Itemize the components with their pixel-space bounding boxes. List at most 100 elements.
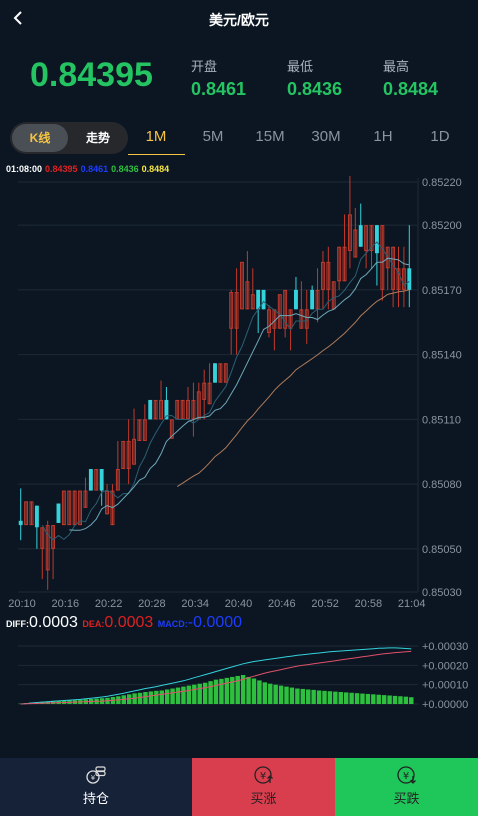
candle-body [159, 399, 163, 420]
candle-body [164, 399, 169, 420]
back-button[interactable] [8, 6, 30, 30]
candle [337, 246, 342, 290]
x-tick-label: 20:28 [138, 598, 166, 610]
tab-15m[interactable]: 15M [255, 128, 285, 145]
macd-bar [403, 696, 409, 704]
candle-body [240, 261, 244, 310]
candle [213, 363, 217, 383]
candle-body [99, 469, 104, 491]
candle [110, 484, 115, 526]
macd-chart: +0.00030 +0.00020 +0.00010 +0.00000 [18, 641, 468, 711]
macd-bar [213, 679, 219, 704]
macd-y-tick-label: +0.00010 [422, 680, 468, 692]
tab-30m[interactable]: 30M [311, 128, 341, 145]
candle-body [310, 289, 315, 310]
tab-trend[interactable]: 走势 [85, 131, 110, 145]
candle-body [277, 294, 282, 329]
y-tick-label: 0.85080 [422, 479, 462, 491]
tab-1m[interactable]: 1M [145, 128, 167, 145]
ma10-line [69, 257, 410, 531]
candle-body [347, 214, 352, 252]
x-tick-label: 20:10 [8, 598, 36, 610]
candle-body [169, 419, 174, 439]
macd-bar [235, 675, 240, 704]
ohlc-legend: 01:08:00 0.84395 0.8461 0.8436 0.8484 [6, 164, 172, 174]
macd-y-tick-label: +0.00030 [422, 641, 468, 653]
candle-body [245, 281, 250, 310]
candle [245, 251, 250, 310]
candle-body [18, 520, 23, 526]
candle-body [202, 382, 207, 400]
macd-bar [316, 690, 322, 704]
candle-body [229, 292, 234, 329]
tab-1h[interactable]: 1H [373, 128, 393, 145]
macd-bar [143, 692, 148, 704]
candle [277, 294, 282, 329]
candle [51, 525, 56, 580]
candle-body [137, 419, 142, 441]
x-tick-label: 20:34 [181, 598, 209, 610]
macd-bar [398, 696, 403, 704]
macd-dea-label: DEA: [82, 619, 105, 629]
chevron-left-icon [13, 11, 22, 25]
candle [229, 289, 234, 355]
candle-body [105, 490, 110, 515]
candle [267, 305, 271, 338]
macd-y-tick-label: +0.00000 [422, 699, 468, 711]
macd-bar [268, 683, 273, 704]
macd-bar [159, 690, 164, 704]
candle [88, 469, 93, 491]
macd-bar [333, 691, 338, 704]
macd-bar [354, 693, 360, 704]
candle [364, 225, 369, 269]
candle-body [132, 438, 136, 465]
open-label: 开盘 [191, 59, 218, 74]
macd-dea-line [20, 650, 412, 705]
candle [347, 176, 352, 269]
legend-value: 0.8461 [80, 164, 109, 174]
candle [396, 246, 401, 308]
candlestick-chart[interactable]: 0.85220 0.85200 0.85170 0.85140 0.85110 0.850… [0, 176, 478, 616]
svg-text:¥: ¥ [402, 771, 408, 782]
macd-dea-value: 0.0003 [104, 614, 154, 631]
x-tick-label: 20:22 [95, 598, 123, 610]
candle [250, 268, 255, 310]
candle-body [110, 490, 115, 526]
candle-body [223, 363, 228, 383]
buy-up-label: 买涨 [250, 791, 277, 806]
macd-bar [360, 693, 365, 704]
macd-bar [137, 692, 143, 704]
macd-bar [240, 675, 246, 704]
candle [326, 246, 331, 310]
macd-macd-label: MACD: [157, 619, 188, 629]
macd-bar [148, 691, 154, 704]
tab-5m[interactable]: 5M [202, 128, 224, 145]
buy-down-button[interactable]: ¥ 买跌 [335, 758, 478, 816]
macd-bar [181, 686, 186, 704]
candle [159, 380, 163, 420]
candle [385, 246, 390, 290]
tab-1d[interactable]: 1D [430, 128, 450, 145]
macd-bar [300, 688, 306, 704]
candle [299, 281, 304, 329]
y-tick-label: 0.85140 [422, 350, 462, 362]
macd-bar [289, 687, 295, 704]
hold-button[interactable]: ¥ 持仓 [0, 758, 192, 816]
macd-bar [230, 676, 235, 704]
candle [223, 363, 228, 383]
candle-body [121, 440, 126, 469]
buy-up-button[interactable]: ¥ 买涨 [192, 758, 335, 816]
candle [207, 363, 212, 405]
yen-down-icon: ¥ [396, 766, 416, 784]
candle [202, 369, 207, 420]
candle [180, 399, 185, 420]
candle [186, 387, 190, 420]
candle [105, 484, 110, 515]
candle-body [40, 527, 45, 549]
candle-body [353, 229, 358, 258]
candle-body [396, 268, 401, 290]
candle [126, 419, 131, 485]
candle [342, 214, 347, 282]
tab-kline[interactable]: K线 [12, 124, 68, 152]
macd-bar [327, 691, 333, 704]
